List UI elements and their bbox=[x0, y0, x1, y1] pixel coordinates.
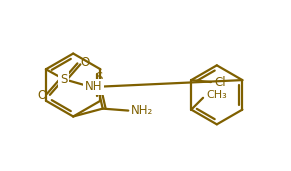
Text: S: S bbox=[60, 73, 67, 86]
Text: S: S bbox=[95, 71, 102, 84]
Text: CH₃: CH₃ bbox=[206, 90, 227, 100]
Text: O: O bbox=[80, 56, 90, 69]
Text: NH: NH bbox=[84, 81, 102, 94]
Text: NH₂: NH₂ bbox=[131, 104, 153, 117]
Text: O: O bbox=[38, 89, 47, 102]
Text: Cl: Cl bbox=[214, 76, 226, 89]
